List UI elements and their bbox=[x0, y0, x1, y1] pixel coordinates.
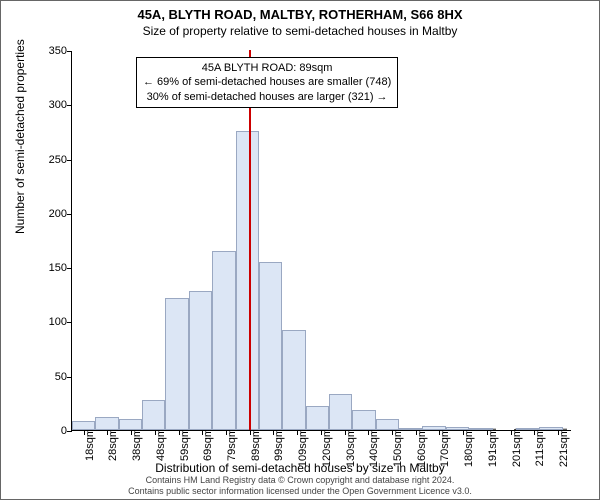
y-tick-mark bbox=[67, 322, 72, 323]
x-tick-label: 89sqm bbox=[250, 428, 262, 461]
histogram-bar bbox=[282, 330, 305, 430]
histogram-bar bbox=[259, 262, 282, 430]
histogram-bar bbox=[376, 419, 399, 430]
y-tick-label: 100 bbox=[32, 316, 67, 328]
histogram-bar bbox=[422, 426, 445, 430]
y-tick-label: 50 bbox=[32, 371, 67, 383]
y-tick-mark bbox=[67, 160, 72, 161]
histogram-bar bbox=[119, 419, 142, 430]
x-tick-label: 79sqm bbox=[226, 428, 238, 461]
histogram-bar bbox=[539, 427, 562, 430]
footer-line-2: Contains public sector information licen… bbox=[1, 486, 599, 497]
y-tick-mark bbox=[67, 105, 72, 106]
x-tick-label: 28sqm bbox=[107, 428, 119, 461]
y-tick-mark bbox=[67, 377, 72, 378]
y-tick-mark bbox=[67, 214, 72, 215]
histogram-bar bbox=[165, 298, 188, 430]
y-tick-mark bbox=[67, 431, 72, 432]
annotation-line-2: ← 69% of semi-detached houses are smalle… bbox=[143, 75, 391, 89]
histogram-bar bbox=[95, 417, 118, 430]
title-line-2: Size of property relative to semi-detach… bbox=[1, 24, 599, 38]
x-tick-label: 69sqm bbox=[202, 428, 214, 461]
y-tick-label: 150 bbox=[32, 262, 67, 274]
y-tick-label: 0 bbox=[32, 425, 67, 437]
histogram-bar bbox=[236, 131, 259, 430]
annotation-box: 45A BLYTH ROAD: 89sqm ← 69% of semi-deta… bbox=[136, 57, 398, 108]
chart-container: 45A, BLYTH ROAD, MALTBY, ROTHERHAM, S66 … bbox=[0, 0, 600, 500]
y-tick-label: 200 bbox=[32, 208, 67, 220]
plot-region: 05010015020025030035018sqm28sqm38sqm48sq… bbox=[71, 51, 571, 431]
chart-area: 05010015020025030035018sqm28sqm38sqm48sq… bbox=[71, 51, 571, 431]
footer-attribution: Contains HM Land Registry data © Crown c… bbox=[1, 475, 599, 497]
x-axis-label: Distribution of semi-detached houses by … bbox=[1, 461, 599, 475]
histogram-bar bbox=[142, 400, 165, 430]
x-tick-label: 59sqm bbox=[179, 428, 191, 461]
y-axis-label: Number of semi-detached properties bbox=[13, 39, 27, 234]
y-tick-label: 350 bbox=[32, 45, 67, 57]
histogram-bar bbox=[446, 427, 469, 430]
y-tick-mark bbox=[67, 51, 72, 52]
histogram-bar bbox=[212, 251, 235, 430]
footer-line-1: Contains HM Land Registry data © Crown c… bbox=[1, 475, 599, 486]
y-tick-mark bbox=[67, 268, 72, 269]
y-tick-label: 300 bbox=[32, 99, 67, 111]
histogram-bar bbox=[189, 291, 212, 430]
histogram-bar bbox=[72, 421, 95, 430]
histogram-bar bbox=[352, 410, 375, 430]
x-tick-label: 99sqm bbox=[273, 428, 285, 461]
title-line-1: 45A, BLYTH ROAD, MALTBY, ROTHERHAM, S66 … bbox=[1, 7, 599, 22]
x-tick-label: 18sqm bbox=[84, 428, 96, 461]
histogram-bar bbox=[516, 428, 539, 430]
histogram-bar bbox=[399, 428, 422, 430]
x-tick-label: 38sqm bbox=[131, 428, 143, 461]
histogram-bar bbox=[469, 428, 492, 430]
annotation-line-1: 45A BLYTH ROAD: 89sqm bbox=[143, 61, 391, 75]
y-tick-label: 250 bbox=[32, 154, 67, 166]
histogram-bar bbox=[329, 394, 352, 430]
x-tick-label: 48sqm bbox=[155, 428, 167, 461]
annotation-line-3: 30% of semi-detached houses are larger (… bbox=[143, 90, 391, 104]
histogram-bar bbox=[306, 406, 329, 430]
